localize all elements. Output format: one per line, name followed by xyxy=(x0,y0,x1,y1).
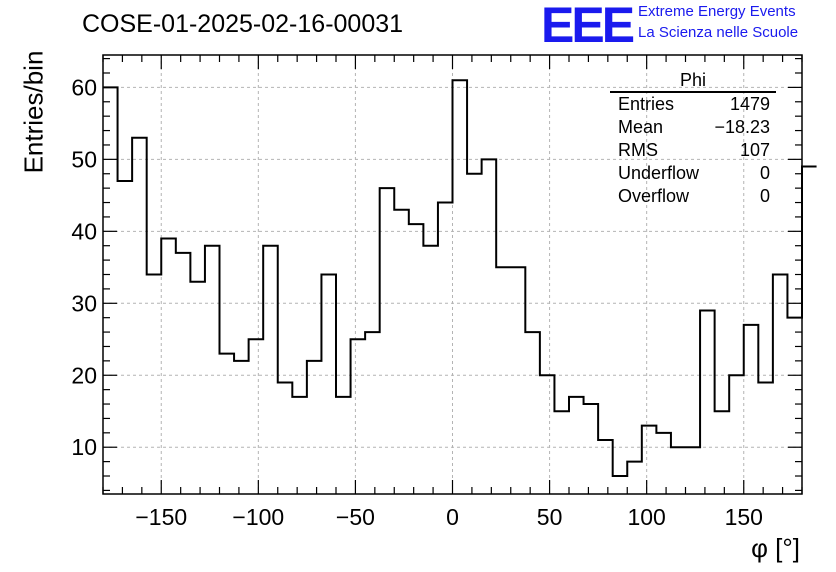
x-tick-label: 150 xyxy=(725,504,763,530)
x-tick-label: 0 xyxy=(446,504,459,530)
histogram-bin xyxy=(613,476,628,494)
x-tick-label: 100 xyxy=(627,504,665,530)
x-tick-label: −100 xyxy=(232,504,284,530)
histogram-bin xyxy=(336,397,351,494)
x-tick-label: −50 xyxy=(336,504,375,530)
histogram-bin xyxy=(467,174,482,494)
stats-title: Phi xyxy=(610,70,776,93)
histogram-bin xyxy=(700,310,715,494)
histogram-bin xyxy=(453,80,468,494)
histogram-bin xyxy=(176,253,191,494)
histogram-bin xyxy=(278,382,293,494)
histogram-bin xyxy=(147,275,162,495)
histogram-bin xyxy=(598,440,613,494)
eee-logo-icon: EEE xyxy=(541,0,635,53)
y-tick-label: 40 xyxy=(71,218,97,244)
stats-value: 107 xyxy=(739,140,770,160)
stats-label: Underflow xyxy=(618,163,700,183)
histogram-bin xyxy=(511,267,526,494)
histogram-bin xyxy=(744,325,759,494)
histogram-bin xyxy=(438,203,453,494)
histogram-bin xyxy=(190,282,205,494)
histogram-bin xyxy=(263,246,278,494)
histogram-bin xyxy=(540,375,555,494)
histogram-bin xyxy=(409,224,424,494)
y-axis-label: Entries/bin xyxy=(18,50,49,174)
histogram-bin xyxy=(220,354,235,494)
logo-caption-line1: Extreme Energy Events xyxy=(638,3,796,20)
y-tick-label: 30 xyxy=(71,290,97,316)
histogram-bin xyxy=(161,239,176,494)
histogram-bin xyxy=(496,267,511,494)
stats-row-underflow: Underflow 0 xyxy=(610,162,776,185)
histogram-bin xyxy=(671,447,686,494)
histogram-bin xyxy=(351,339,366,494)
logo-caption-line2: La Scienza nelle Scuole xyxy=(638,24,799,41)
histogram-bin xyxy=(627,462,642,494)
stats-label: RMS xyxy=(618,140,658,160)
stats-value: 0 xyxy=(759,186,770,206)
y-tick-label: 20 xyxy=(71,362,97,388)
stats-row-overflow: Overflow 0 xyxy=(610,185,776,208)
run-title: COSE-01-2025-02-16-00031 xyxy=(82,10,404,38)
histogram-bin xyxy=(656,433,671,494)
histogram-bin xyxy=(394,210,409,494)
y-tick-label: 10 xyxy=(71,434,97,460)
histogram-bin xyxy=(525,332,540,494)
histogram-bin xyxy=(715,411,730,494)
histogram-bin xyxy=(686,447,701,494)
stats-label: Mean xyxy=(618,117,664,137)
histogram-bin xyxy=(380,188,395,494)
histogram-bin xyxy=(729,375,744,494)
y-tick-label: 50 xyxy=(71,146,97,172)
stats-row-rms: RMS 107 xyxy=(610,139,776,162)
x-tick-label: 50 xyxy=(537,504,563,530)
histogram-bin xyxy=(482,159,497,494)
histogram-bin xyxy=(787,318,802,494)
histogram-bin xyxy=(321,275,336,495)
histogram-bin xyxy=(584,404,599,494)
y-tick-label: 60 xyxy=(71,74,97,100)
stats-label: Entries xyxy=(618,94,675,114)
stats-row-mean: Mean −18.23 xyxy=(610,116,776,139)
x-tick-label: −150 xyxy=(135,504,187,530)
histogram-bin xyxy=(773,275,788,495)
stats-box: Phi Entries 1479 Mean −18.23 RMS 107 Und… xyxy=(610,70,776,208)
histogram-bin xyxy=(205,246,220,494)
histogram-bin xyxy=(569,397,584,494)
histogram-bin xyxy=(365,332,380,494)
histogram-bin xyxy=(802,167,817,494)
histogram-bin xyxy=(307,361,322,494)
histogram-bin xyxy=(234,361,249,494)
stats-value: 1479 xyxy=(729,94,770,114)
stats-label: Overflow xyxy=(618,186,690,206)
histogram-bin xyxy=(132,138,147,494)
histogram-bin xyxy=(758,382,773,494)
histogram-bin xyxy=(249,339,264,494)
histogram-bin xyxy=(554,411,569,494)
stats-value: 0 xyxy=(759,163,770,183)
histogram-bin xyxy=(423,246,438,494)
x-axis-label: φ [°] xyxy=(751,533,800,563)
histogram-bin xyxy=(292,397,307,494)
stats-row-entries: Entries 1479 xyxy=(610,93,776,116)
histogram-bin xyxy=(642,426,657,494)
histogram-line xyxy=(103,79,817,478)
stats-value: −18.23 xyxy=(714,117,770,137)
